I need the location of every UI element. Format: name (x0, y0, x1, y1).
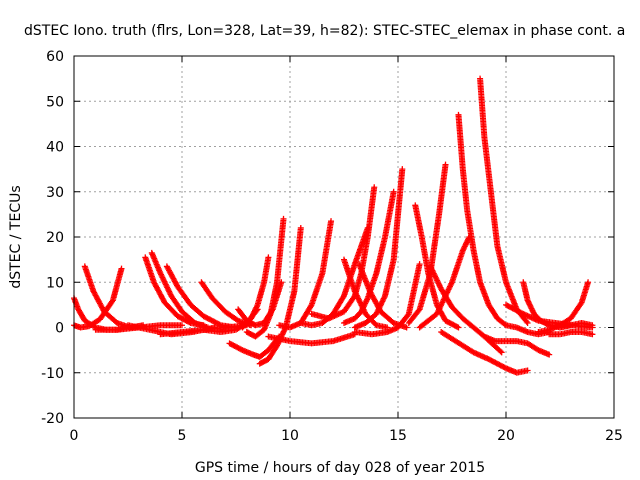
data-series (535, 279, 592, 336)
data-point (523, 318, 530, 325)
data-point (589, 322, 596, 329)
x-tick-label: 15 (389, 428, 407, 444)
x-tick-label: 25 (605, 428, 623, 444)
data-point (390, 188, 397, 195)
data-point (524, 367, 531, 374)
data-point (340, 294, 347, 301)
y-tick-labels: -20 -10 0 10 20 30 40 50 60 (41, 49, 64, 427)
chart-title: dSTEC Iono. truth (flrs, Lon=328, Lat=39… (24, 23, 625, 39)
grid (74, 56, 614, 418)
data-point (307, 303, 314, 310)
y-tick-label: 60 (46, 49, 64, 65)
data-series (226, 333, 283, 360)
y-tick-label: 0 (55, 321, 64, 337)
data-point (265, 254, 272, 261)
data-point (524, 319, 531, 326)
y-tick-label: 20 (46, 230, 64, 246)
data-point (109, 298, 116, 305)
x-tick-labels: 0 5 10 15 20 25 (70, 428, 623, 444)
x-tick-label: 10 (281, 428, 299, 444)
x-tick-label: 20 (497, 428, 515, 444)
data-point (497, 348, 504, 355)
data-point (118, 265, 125, 272)
data-point (399, 166, 406, 173)
data-series (546, 329, 596, 338)
data-series (405, 161, 449, 326)
y-tick-label: 30 (46, 185, 64, 201)
y-axis-label: dSTEC / TECUs (8, 185, 24, 288)
data-point (328, 218, 335, 225)
data-point (546, 351, 553, 358)
data-series (341, 256, 391, 331)
data-series (163, 263, 239, 331)
plot-frame (73, 55, 615, 419)
x-tick-label: 0 (70, 428, 79, 444)
data-point (498, 349, 505, 356)
data-point (280, 215, 287, 222)
data-point (384, 324, 391, 331)
data-point (501, 364, 508, 371)
data-point (501, 321, 508, 328)
data-series (142, 254, 207, 329)
data-series (239, 254, 272, 331)
data-series (455, 111, 509, 329)
y-tick-label: -20 (41, 411, 64, 427)
data-point (371, 184, 378, 191)
data-point (454, 323, 461, 330)
y-tick-label: 50 (46, 94, 64, 110)
data-point (416, 261, 423, 268)
data-series (351, 166, 406, 331)
data-series (557, 319, 596, 331)
data-series (243, 215, 287, 340)
data-point (466, 234, 473, 240)
y-tick-label: 40 (46, 140, 64, 156)
y-tick-label: 10 (46, 275, 64, 291)
data-point (589, 331, 596, 338)
data-series (308, 184, 378, 322)
data-point (297, 224, 304, 231)
data-series (356, 261, 410, 331)
data-point (403, 324, 410, 331)
data-point (518, 310, 525, 317)
data-point (404, 312, 411, 319)
x-tick-label: 5 (178, 428, 187, 444)
data-series (416, 234, 473, 331)
data-series (438, 329, 531, 376)
x-axis-label: GPS time / hours of day 028 of year 2015 (195, 460, 485, 476)
data-series (481, 333, 553, 358)
data-point (585, 279, 592, 286)
plot-area (71, 75, 596, 376)
data-series (71, 265, 125, 331)
y-tick-label: -10 (41, 366, 64, 382)
data-point (442, 161, 449, 168)
data-series (477, 75, 531, 326)
data-point (455, 324, 462, 331)
data-point (179, 322, 185, 329)
data-series (276, 218, 335, 331)
